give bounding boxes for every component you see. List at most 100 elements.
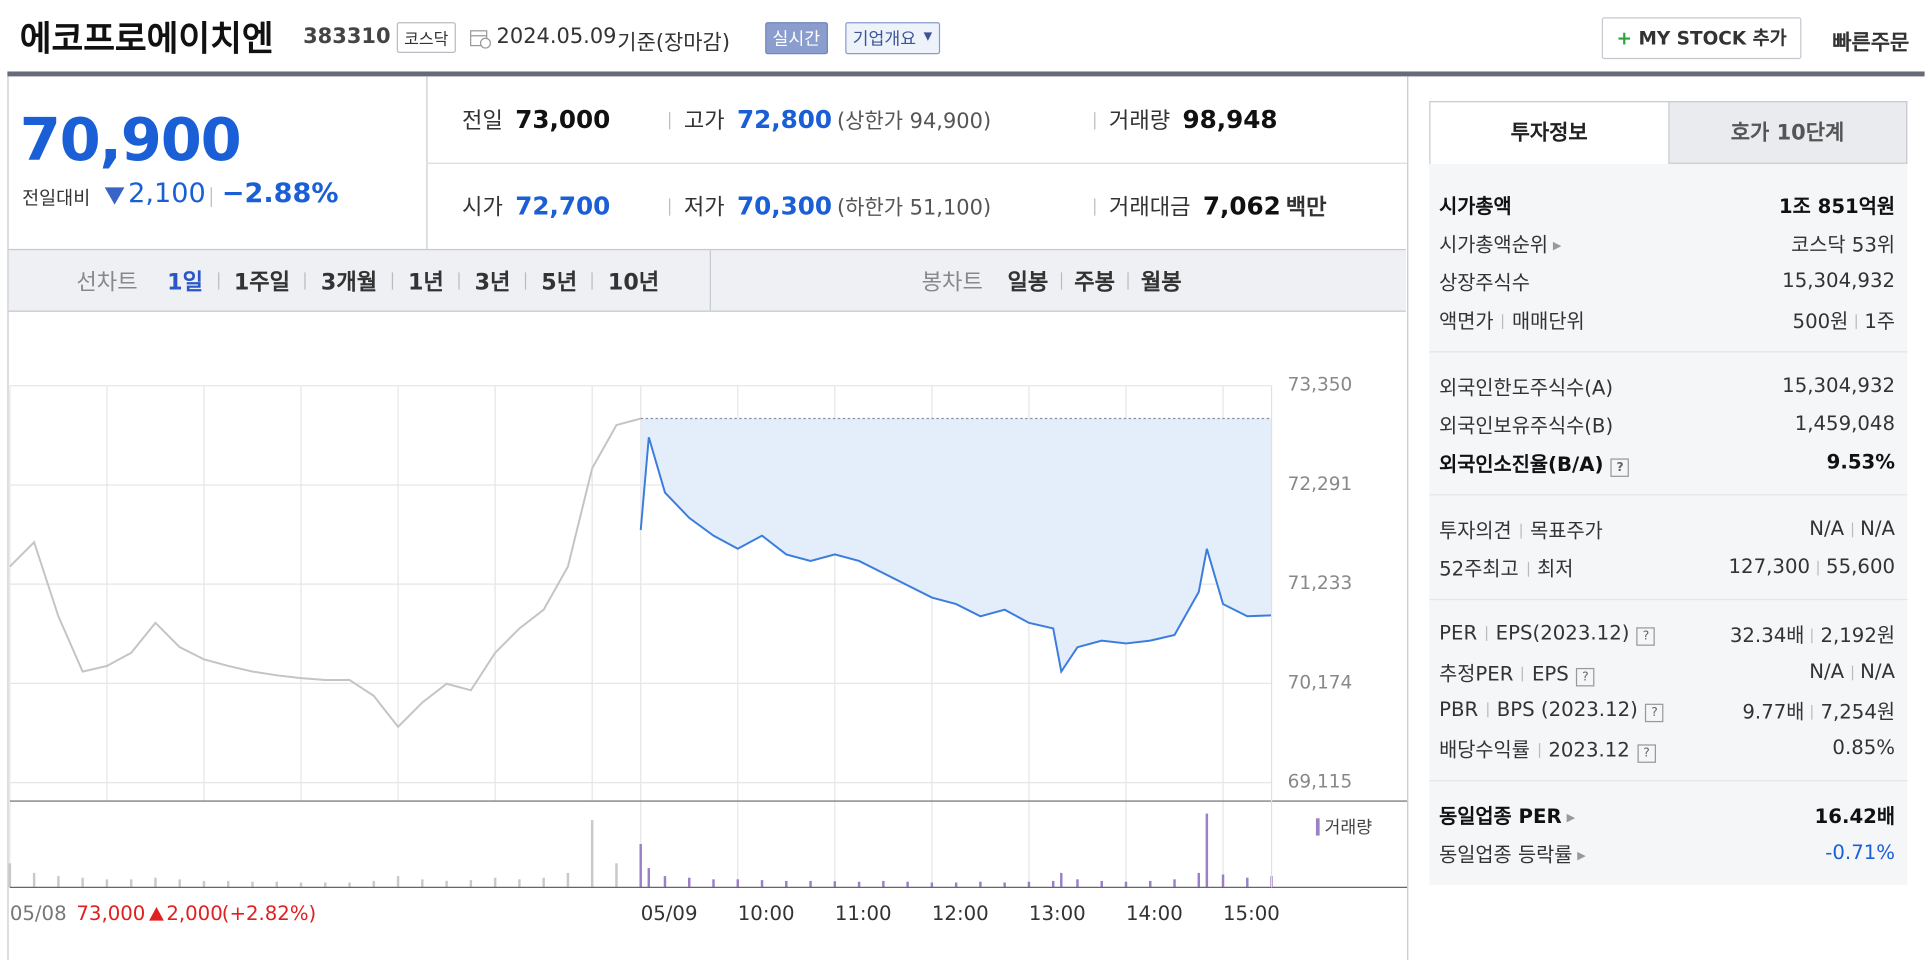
info-tab[interactable]: 호가 10단계 bbox=[1668, 101, 1908, 164]
value-text: N/A bbox=[1860, 659, 1896, 683]
info-label: 투자의견 목표주가 bbox=[1439, 513, 1603, 543]
tab-separator bbox=[591, 272, 594, 290]
summary-close: 73,000 bbox=[76, 902, 145, 925]
chart-tab[interactable]: 주봉 bbox=[1074, 269, 1116, 296]
chart-tab[interactable]: 5년 bbox=[541, 269, 578, 296]
label-text: 동일업종 등락률 bbox=[1439, 842, 1573, 866]
info-row: 액면가 매매단위 500원 1주 bbox=[1439, 299, 1895, 337]
label-separator bbox=[1485, 626, 1488, 641]
tab-separator bbox=[304, 272, 307, 290]
volume-bar bbox=[1197, 872, 1201, 888]
info-value: N/A N/A bbox=[1809, 516, 1895, 539]
value-text: 32.34배 bbox=[1729, 622, 1805, 647]
help-icon[interactable]: ? bbox=[1645, 703, 1664, 722]
quote-cell: 거래대금 7,062 백만 bbox=[1094, 190, 1327, 222]
cell-label: 거래량 bbox=[1108, 108, 1171, 135]
chart-tab[interactable]: 3년 bbox=[474, 269, 511, 296]
volume-bar bbox=[32, 872, 36, 888]
value-text: 9.53% bbox=[1826, 449, 1896, 474]
row-divider bbox=[426, 162, 1408, 164]
value-separator bbox=[1811, 628, 1814, 644]
x-tick-label: 14:00 bbox=[1126, 902, 1183, 925]
volume-bar bbox=[1205, 813, 1209, 888]
divider bbox=[669, 112, 671, 130]
mystock-button[interactable]: + MY STOCK 추가 bbox=[1601, 17, 1802, 60]
y-tick-label: 69,115 bbox=[1288, 772, 1353, 793]
chart-tab[interactable]: 일봉 bbox=[1007, 269, 1049, 296]
divider bbox=[669, 198, 671, 216]
x-tick-label: 10:00 bbox=[738, 902, 795, 925]
info-row: 외국인소진율(B/A)? 9.53% bbox=[1439, 442, 1895, 480]
info-tab[interactable]: 투자정보 bbox=[1429, 101, 1669, 164]
info-row: PER EPS(2023.12)? 32.34배 2,192원 bbox=[1439, 614, 1895, 652]
volume-bar bbox=[647, 868, 651, 888]
cell-note: (하한가 51,100) bbox=[837, 195, 992, 221]
date-basis: 기준(장마감) bbox=[617, 30, 731, 56]
chart-tab[interactable]: 1주일 bbox=[233, 269, 291, 296]
info-label: 52주최고 최저 bbox=[1439, 551, 1573, 581]
volume-bar bbox=[129, 879, 133, 888]
info-value: -0.71% bbox=[1825, 840, 1895, 863]
help-icon[interactable]: ? bbox=[1637, 743, 1656, 763]
change-rate: −2.88% bbox=[221, 178, 339, 210]
help-icon[interactable]: ? bbox=[1610, 457, 1630, 477]
divider bbox=[1094, 112, 1096, 130]
label-separator bbox=[1486, 702, 1489, 718]
overview-button[interactable]: 기업개요 ▼ bbox=[845, 22, 940, 55]
help-icon[interactable]: ? bbox=[1636, 626, 1656, 646]
link-arrow: ▶ bbox=[1566, 811, 1576, 824]
chart-tab[interactable]: 1일 bbox=[167, 269, 204, 296]
info-group: 투자의견 목표주가 N/A N/A 52주최고 최저 127,300 55,600 bbox=[1429, 494, 1908, 599]
value-separator bbox=[1811, 704, 1814, 720]
cell-value: 7,062 bbox=[1202, 191, 1281, 221]
info-value: 15,304,932 bbox=[1782, 373, 1895, 396]
volume-bar bbox=[1051, 880, 1055, 888]
volume-bar bbox=[421, 879, 424, 888]
volume-bar bbox=[1060, 872, 1063, 888]
chart-tab[interactable]: 월봉 bbox=[1140, 269, 1182, 296]
label-text: 투자의견 bbox=[1439, 518, 1512, 542]
left-panel bbox=[7, 76, 1409, 960]
quick-order[interactable]: 빠른주문 bbox=[1832, 30, 1910, 56]
value-text: 16.42배 bbox=[1814, 804, 1896, 828]
chart-tab[interactable]: 3개월 bbox=[320, 269, 378, 296]
volume-bar bbox=[202, 880, 206, 888]
chart-tab[interactable]: 10년 bbox=[607, 269, 660, 296]
value-text: 15,304,932 bbox=[1782, 268, 1896, 293]
help-icon[interactable]: ? bbox=[1576, 667, 1595, 686]
label-text: 시가총액순위 bbox=[1439, 232, 1548, 256]
info-row: 외국인보유주식수(B) 1,459,048 bbox=[1439, 404, 1895, 442]
calendar-icon bbox=[470, 30, 492, 49]
up-arrow bbox=[149, 907, 164, 921]
volume-bar bbox=[1076, 879, 1079, 888]
cell-value: 72,700 bbox=[515, 191, 611, 221]
value-separator bbox=[1817, 560, 1819, 575]
info-value: N/A N/A bbox=[1809, 659, 1895, 682]
label-text: 52주최고 bbox=[1439, 556, 1519, 580]
tab-divider bbox=[709, 250, 711, 311]
label-text: PBR bbox=[1439, 696, 1479, 721]
label-text: 액면가 bbox=[1439, 308, 1494, 333]
link-arrow: ▶ bbox=[1552, 239, 1562, 253]
x-tick-label: 05/09 bbox=[641, 902, 698, 925]
chart-tab[interactable]: 1년 bbox=[407, 269, 444, 296]
label-text: 외국인한도주식수(A) bbox=[1439, 375, 1614, 399]
label-text: EPS(2023.12) bbox=[1495, 620, 1630, 644]
tab-separator bbox=[391, 272, 394, 290]
info-row: 추정PER EPS? N/A N/A bbox=[1439, 652, 1895, 690]
value-text: 127,300 bbox=[1728, 554, 1811, 578]
info-value: 1조 851억원 bbox=[1779, 189, 1895, 219]
info-panel: 시가총액 1조 851억원 시가총액순위 ▶ 코스닥 53위 상장주식수 15,304,93… bbox=[1429, 163, 1908, 885]
cell-value: 73,000 bbox=[515, 104, 611, 135]
volume-bar bbox=[566, 872, 570, 888]
price-line bbox=[639, 437, 1272, 675]
header-rule bbox=[7, 71, 1925, 77]
volume-bar bbox=[663, 876, 667, 888]
cell-label: 전일 bbox=[462, 108, 503, 135]
realtime-button[interactable]: 실시간 bbox=[765, 22, 828, 55]
label-text: EPS bbox=[1531, 661, 1569, 685]
volume-bar bbox=[688, 877, 691, 888]
